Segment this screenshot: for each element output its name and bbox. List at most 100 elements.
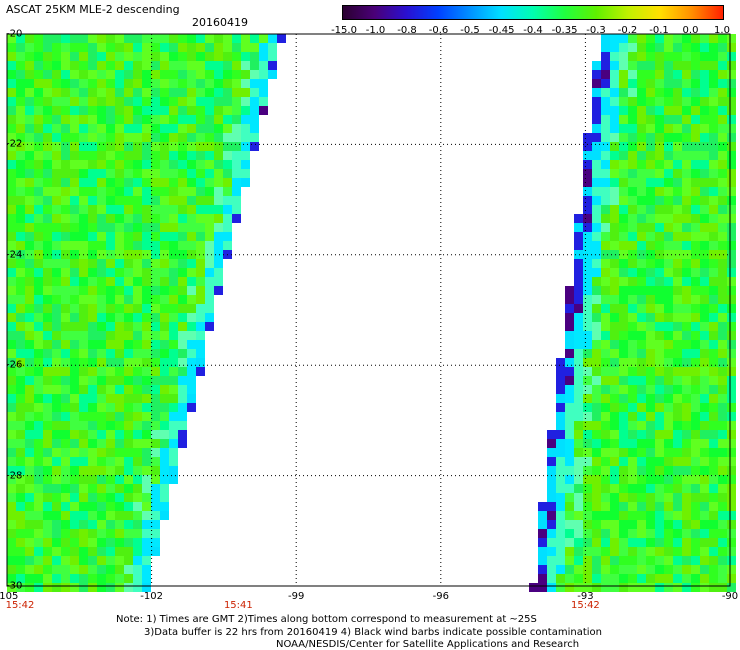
wind-pixel (727, 457, 736, 466)
wind-pixel (682, 466, 691, 475)
wind-pixel (628, 412, 637, 421)
wind-pixel (25, 52, 34, 61)
wind-pixel (259, 97, 268, 106)
wind-pixel (61, 502, 70, 511)
wind-pixel (142, 574, 151, 583)
wind-pixel (682, 286, 691, 295)
wind-pixel (124, 358, 133, 367)
wind-pixel (115, 322, 124, 331)
wind-pixel (700, 205, 709, 214)
wind-pixel (628, 484, 637, 493)
wind-pixel (34, 43, 43, 52)
wind-pixel (133, 79, 142, 88)
wind-pixel (601, 448, 610, 457)
wind-pixel (187, 403, 196, 412)
wind-pixel (655, 70, 664, 79)
wind-pixel (34, 106, 43, 115)
longitude-tick-label: -99 (288, 591, 305, 602)
wind-pixel (88, 403, 97, 412)
wind-pixel (718, 133, 727, 142)
wind-pixel (25, 430, 34, 439)
wind-pixel (79, 403, 88, 412)
wind-pixel (187, 88, 196, 97)
wind-pixel (646, 79, 655, 88)
wind-pixel (628, 106, 637, 115)
wind-pixel (151, 97, 160, 106)
wind-pixel (709, 529, 718, 538)
wind-pixel (718, 169, 727, 178)
wind-pixel (655, 529, 664, 538)
wind-pixel (214, 97, 223, 106)
wind-pixel (106, 502, 115, 511)
wind-pixel (565, 412, 574, 421)
wind-pixel (556, 493, 565, 502)
wind-pixel (106, 241, 115, 250)
wind-pixel (124, 295, 133, 304)
wind-pixel (106, 349, 115, 358)
wind-pixel (25, 421, 34, 430)
wind-pixel (277, 34, 286, 43)
wind-pixel (610, 331, 619, 340)
wind-pixel (133, 142, 142, 151)
wind-pixel (709, 241, 718, 250)
wind-pixel (565, 529, 574, 538)
wind-pixel (88, 304, 97, 313)
wind-pixel (592, 565, 601, 574)
wind-pixel (655, 286, 664, 295)
wind-pixel (88, 214, 97, 223)
wind-pixel (7, 277, 16, 286)
wind-pixel (646, 340, 655, 349)
wind-pixel (187, 286, 196, 295)
wind-pixel (79, 466, 88, 475)
wind-pixel (664, 502, 673, 511)
wind-pixel (16, 205, 25, 214)
wind-pixel (700, 547, 709, 556)
wind-pixel (592, 259, 601, 268)
wind-pixel (592, 304, 601, 313)
wind-pixel (529, 583, 538, 592)
wind-pixel (691, 349, 700, 358)
wind-pixel (664, 439, 673, 448)
wind-pixel (97, 439, 106, 448)
wind-pixel (115, 196, 124, 205)
wind-pixel (727, 34, 736, 43)
wind-pixel (565, 538, 574, 547)
wind-pixel (43, 106, 52, 115)
wind-pixel (691, 340, 700, 349)
wind-pixel (43, 79, 52, 88)
wind-pixel (664, 583, 673, 592)
wind-pixel (646, 448, 655, 457)
wind-pixel (43, 214, 52, 223)
wind-pixel (70, 520, 79, 529)
wind-pixel (178, 133, 187, 142)
wind-pixel (664, 34, 673, 43)
wind-pixel (727, 439, 736, 448)
wind-pixel (70, 313, 79, 322)
wind-pixel (673, 493, 682, 502)
wind-pixel (43, 367, 52, 376)
wind-pixel (664, 538, 673, 547)
wind-pixel (16, 574, 25, 583)
wind-pixel (97, 250, 106, 259)
wind-pixel (115, 223, 124, 232)
wind-pixel (52, 412, 61, 421)
wind-pixel (691, 115, 700, 124)
wind-pixel (574, 511, 583, 520)
wind-pixel (574, 313, 583, 322)
wind-pixel (169, 295, 178, 304)
wind-pixel (79, 583, 88, 592)
wind-pixel (124, 250, 133, 259)
wind-pixel (115, 34, 124, 43)
wind-pixel (709, 520, 718, 529)
wind-pixel (79, 538, 88, 547)
wind-pixel (7, 232, 16, 241)
wind-pixel (169, 349, 178, 358)
wind-pixel (133, 340, 142, 349)
wind-pixel (196, 214, 205, 223)
wind-pixel (52, 124, 61, 133)
wind-pixel (169, 241, 178, 250)
wind-pixel (709, 313, 718, 322)
wind-pixel (637, 493, 646, 502)
wind-pixel (592, 277, 601, 286)
wind-pixel (7, 358, 16, 367)
